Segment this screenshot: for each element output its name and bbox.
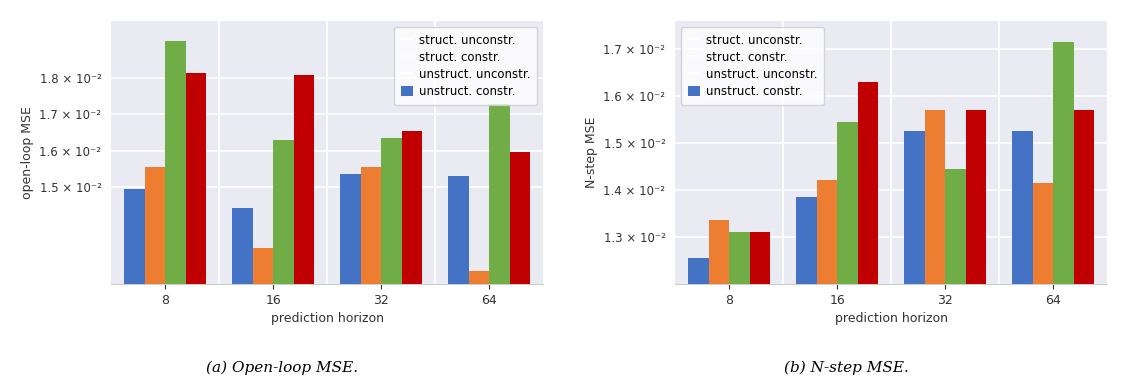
Bar [468,271,490,376]
Bar [905,131,925,376]
Bar [1012,131,1032,376]
Bar [341,174,361,376]
Bar [232,208,253,376]
Bar [966,110,986,376]
Y-axis label: open-loop MSE: open-loop MSE [20,106,34,199]
Bar [510,152,530,376]
Bar [361,167,381,376]
Bar [124,189,144,376]
Bar [381,138,402,376]
Bar [1054,42,1074,376]
X-axis label: prediction horizon: prediction horizon [835,312,948,325]
Legend: struct. unconstr., struct. constr., unstruct. unconstr., unstruct. constr.: struct. unconstr., struct. constr., unst… [394,27,537,105]
Bar [857,82,879,376]
Bar [729,232,750,376]
Bar [1074,110,1094,376]
Bar [402,131,422,376]
Bar [273,140,293,376]
Bar [1032,183,1054,376]
Bar [708,220,729,376]
Y-axis label: N-step MSE: N-step MSE [584,117,598,188]
Bar [186,73,206,376]
Bar [688,258,708,376]
Bar [796,197,817,376]
Text: (b) N-step MSE.: (b) N-step MSE. [784,361,908,375]
Bar [144,167,165,376]
Bar [490,104,510,376]
X-axis label: prediction horizon: prediction horizon [271,312,384,325]
Bar [837,122,857,376]
Bar [925,110,945,376]
Bar [945,169,966,376]
Bar [293,75,315,376]
Bar [448,176,468,376]
Bar [817,180,837,376]
Text: (a) Open-loop MSE.: (a) Open-loop MSE. [206,361,358,375]
Bar [750,232,770,376]
Legend: struct. unconstr., struct. constr., unstruct. unconstr., unstruct. constr.: struct. unconstr., struct. constr., unst… [681,27,825,105]
Bar [253,248,273,376]
Bar [165,41,186,376]
